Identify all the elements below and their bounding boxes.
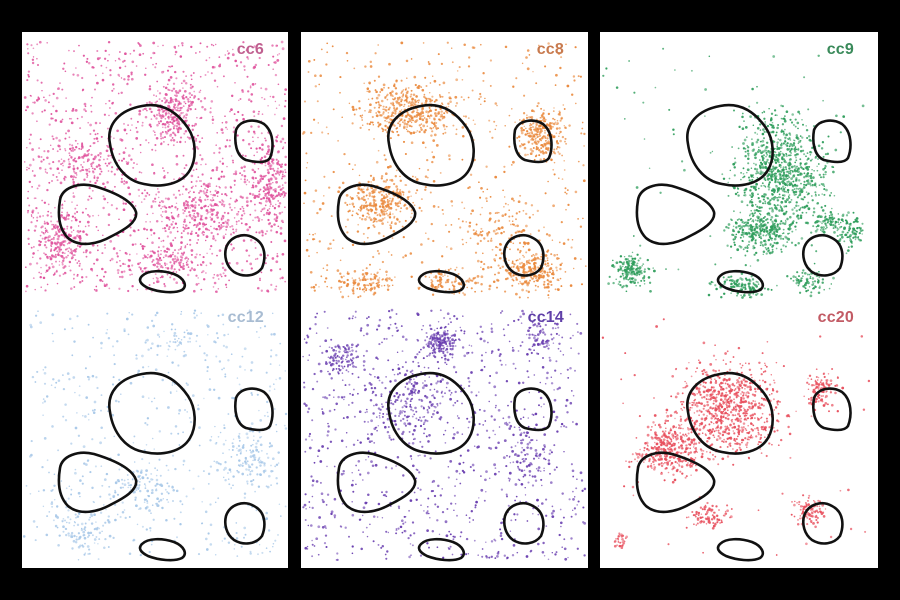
panel-label: cc12 [227, 309, 264, 326]
region-outlines [635, 371, 852, 562]
region-outline-right [234, 119, 274, 164]
region-outline-oval [716, 537, 765, 562]
region-outline-oval [417, 269, 466, 294]
panel-cc14: cc14 [301, 300, 588, 568]
region-outline-oval [716, 269, 765, 294]
scatter-dots [302, 308, 587, 562]
panel-column-left: cc6 cc12 [22, 32, 288, 568]
region-outline-large [108, 103, 196, 187]
region-outline-large [686, 371, 774, 455]
scatter-dots [23, 40, 288, 294]
region-outlines [57, 371, 274, 562]
region-outline-left [635, 183, 716, 246]
scatter-dots [602, 47, 865, 299]
panel-cc12: cc12 [22, 300, 288, 568]
region-outline-left [336, 451, 417, 514]
panel-cc8: cc8 [301, 32, 588, 300]
region-outlines [635, 103, 852, 294]
region-outlines [336, 103, 553, 294]
scatter-plot [602, 47, 865, 299]
scatter-plot [302, 308, 587, 562]
panel-label: cc8 [536, 41, 564, 58]
region-outline-small [801, 234, 844, 277]
region-outline-large [387, 371, 475, 455]
panel-column-right: cc9 cc20 [600, 32, 878, 568]
panel-label: cc6 [236, 41, 264, 58]
region-outline-right [234, 387, 274, 432]
scatter-plot [301, 41, 587, 299]
region-outline-oval [417, 537, 466, 562]
region-outline-small [502, 234, 545, 277]
region-outline-right [812, 119, 852, 164]
region-outline-left [336, 183, 417, 246]
panel-column-middle: cc8 cc14 [301, 32, 588, 568]
region-outline-left [57, 451, 138, 514]
scatter-plot [23, 40, 288, 294]
region-outlines [336, 371, 553, 562]
region-outline-small [801, 502, 844, 545]
panel-cc20: cc20 [600, 300, 878, 568]
region-outline-right [513, 119, 553, 164]
region-outline-left [635, 451, 716, 514]
scatter-dots [601, 318, 871, 556]
panel-label: cc9 [826, 41, 854, 58]
scatter-plot [22, 309, 288, 562]
region-outline-oval [138, 269, 187, 294]
panel-label: cc20 [817, 309, 854, 326]
region-outline-left [57, 183, 138, 246]
region-outline-small [502, 502, 545, 545]
region-outline-small [223, 234, 266, 277]
region-outline-small [223, 502, 266, 545]
region-outline-right [812, 387, 852, 432]
scatter-dots [22, 309, 288, 561]
region-outline-large [686, 103, 774, 187]
region-outline-large [387, 103, 475, 187]
region-outline-right [513, 387, 553, 432]
region-outline-oval [138, 537, 187, 562]
panel-cc6: cc6 [22, 32, 288, 300]
region-outlines [57, 103, 274, 294]
region-outline-large [108, 371, 196, 455]
panel-label: cc14 [527, 309, 564, 326]
panel-cc9: cc9 [600, 32, 878, 300]
scatter-plot [601, 318, 871, 562]
